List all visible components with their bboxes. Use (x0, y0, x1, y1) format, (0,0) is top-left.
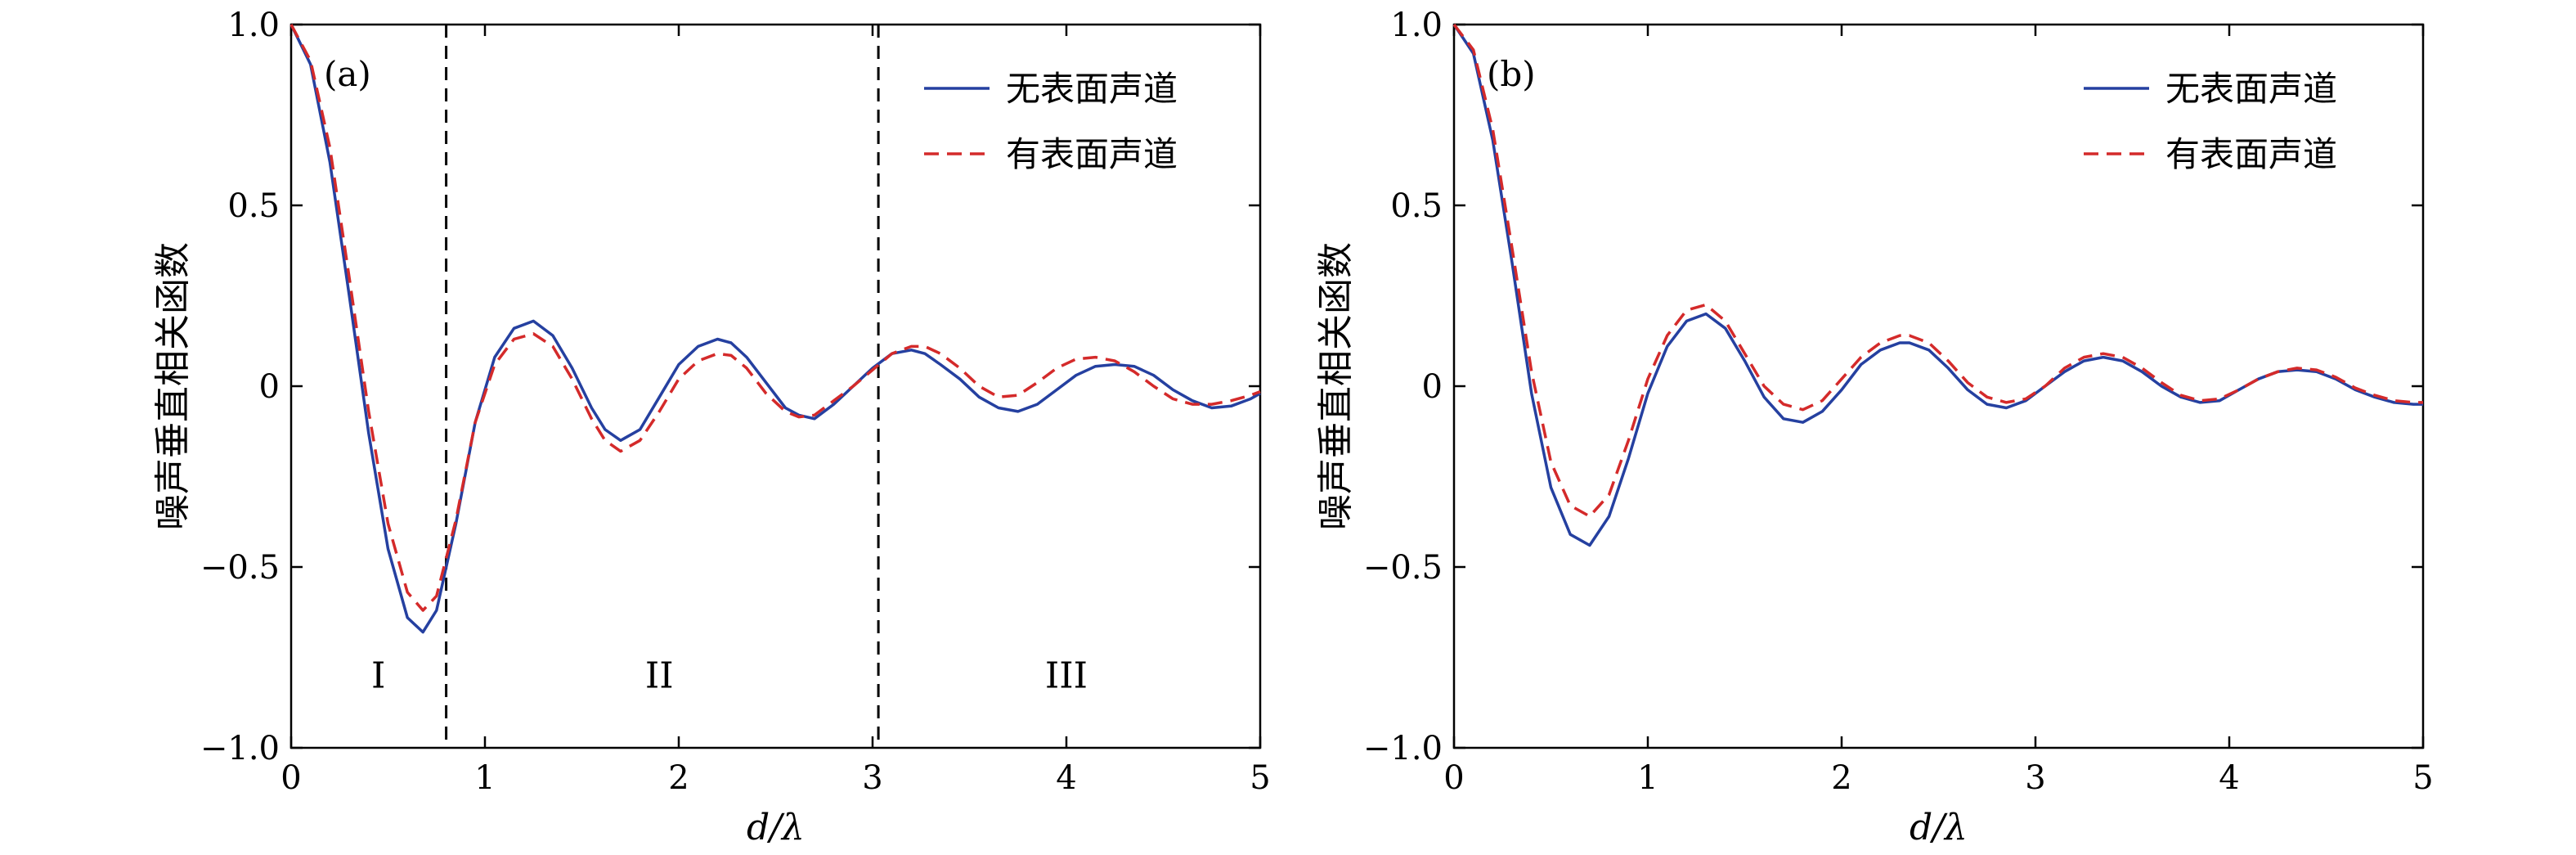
x-tick-label: 0 (280, 759, 301, 797)
series-line-no-surface-duct (289, 24, 1261, 634)
legend-label: 无表面声道 (2165, 69, 2337, 109)
x-tick-label: 1 (1637, 759, 1658, 797)
y-tick-label: 0 (259, 368, 280, 406)
x-tick-label: 2 (1831, 759, 1851, 797)
x-tick-label: 0 (1443, 759, 1464, 797)
panel-label: (a) (324, 54, 371, 94)
y-tick-label: −0.5 (1363, 549, 1443, 587)
series-line-surface-duct (289, 24, 1261, 612)
legend-label: 有表面声道 (1006, 134, 1178, 174)
x-tick-label: 3 (2025, 759, 2045, 797)
y-tick-label: −1.0 (1363, 730, 1443, 767)
y-tick-label: 1.0 (1390, 7, 1443, 44)
y-tick-label: 0.5 (1390, 187, 1443, 225)
x-axis-label: d/λ (1910, 807, 1968, 848)
x-tick-label: 4 (1056, 759, 1076, 797)
legend-label: 无表面声道 (1006, 69, 1178, 109)
region-label: II (645, 655, 674, 697)
y-axis-label: 噪声垂直相关函数 (1315, 242, 1357, 530)
legend-label: 有表面声道 (2165, 134, 2337, 174)
chart-panel-b: 0 1 2 3 4 5 −1.0 −0.5 0 0.5 1.0 d/λ 噪声垂直相关函数 (b) 无表面声道… (1315, 7, 2434, 848)
y-tick-label: −1.0 (200, 730, 280, 767)
x-tick-label: 5 (1250, 759, 1270, 797)
y-tick-label: −0.5 (200, 549, 280, 587)
x-axis-label: d/λ (747, 807, 805, 848)
region-label: I (371, 655, 385, 697)
y-tick-label: 0 (1422, 368, 1443, 406)
x-tick-label: 2 (668, 759, 689, 797)
y-tick-label: 1.0 (227, 7, 280, 44)
x-tick-label: 5 (2412, 759, 2433, 797)
series-line-surface-duct (1452, 23, 2423, 518)
y-tick-label: 0.5 (227, 187, 280, 225)
panel-label: (b) (1487, 54, 1536, 94)
x-tick-label: 4 (2219, 759, 2239, 797)
x-tick-label: 3 (862, 759, 882, 797)
y-axis-label: 噪声垂直相关函数 (152, 242, 194, 530)
plot-frame (1452, 23, 2425, 749)
x-tick-label: 1 (474, 759, 495, 797)
region-label: III (1045, 655, 1088, 697)
plot-frame (289, 23, 1262, 749)
